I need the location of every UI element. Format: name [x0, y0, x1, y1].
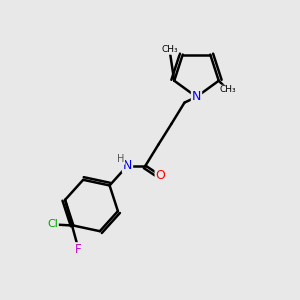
Text: F: F — [75, 243, 82, 256]
Text: O: O — [156, 169, 165, 182]
Text: N: N — [192, 90, 201, 104]
Text: CH₃: CH₃ — [220, 85, 236, 94]
Text: H: H — [117, 154, 124, 164]
Text: CH₃: CH₃ — [161, 45, 178, 54]
Text: N: N — [123, 159, 132, 172]
Text: Cl: Cl — [47, 219, 58, 230]
